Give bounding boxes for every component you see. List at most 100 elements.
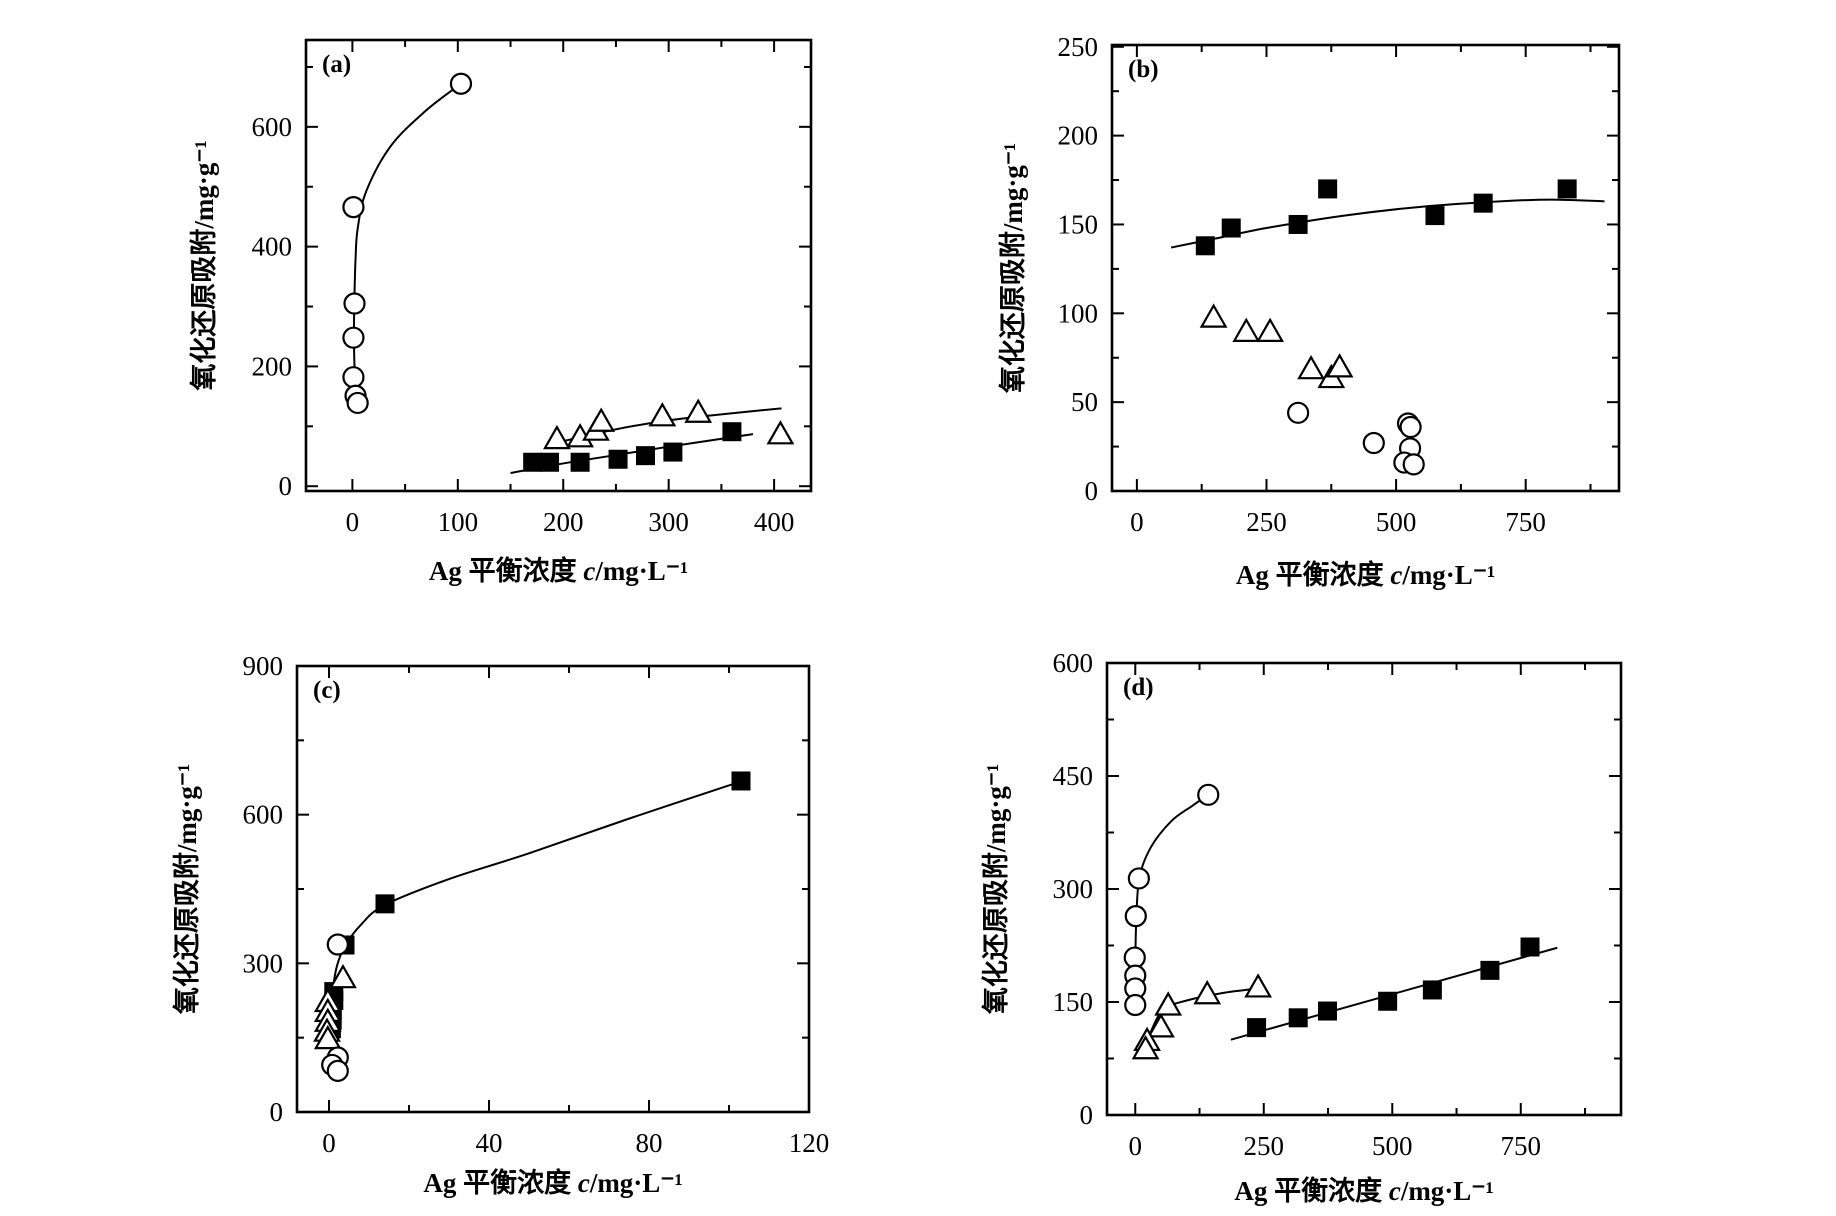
filled-square-point — [1288, 1008, 1308, 1028]
filled-square-point — [1247, 1018, 1267, 1038]
panel-label: (a) — [322, 51, 351, 78]
open-triangle-point — [587, 407, 616, 432]
x-axis-label: Ag 平衡浓度 c/mg·L⁻¹ — [429, 555, 688, 586]
open-circle-point — [342, 196, 365, 219]
open-triangle-point — [1193, 980, 1222, 1005]
series-triangle-open — [313, 963, 357, 1050]
y-tick-label: 300 — [243, 948, 284, 978]
x-axis-label-prefix: Ag 平衡浓度 — [429, 555, 584, 586]
series-circle-open — [1123, 783, 1220, 1017]
open-triangle-point — [329, 963, 357, 989]
x-axis-label: Ag 平衡浓度 c/mg·L⁻¹ — [1236, 559, 1495, 590]
open-triangle-point — [1154, 991, 1183, 1016]
open-triangle-point — [1232, 317, 1261, 342]
y-tick-label: 250 — [1058, 32, 1099, 62]
x-tick-label: 80 — [636, 1128, 663, 1158]
open-circle-point — [343, 292, 366, 315]
open-circle-point — [1124, 993, 1147, 1017]
chart-panel-a: 0 100 200 300 400 0 200 400 600 (a) Ag 平衡浓度 c/mg·L… — [189, 38, 813, 586]
filled-square-point — [1480, 960, 1500, 980]
open-triangle-point — [1199, 303, 1228, 328]
filled-square-point — [635, 446, 655, 466]
open-circle-point — [1197, 783, 1220, 806]
x-axis-label-unit: /mg·L⁻¹ — [594, 556, 688, 586]
chart-panel-b: 0 250 500 750 0 50 100 150 200 250 (b) Ag 平衡浓度 c/mg… — [998, 32, 1621, 590]
filled-square-point — [1425, 206, 1445, 226]
x-tick-label: 0 — [1130, 507, 1144, 537]
plot-frame — [1110, 43, 1621, 493]
y-tick-label: 0 — [270, 1097, 284, 1127]
y-axis-label: 氧化还原吸附/mg·g⁻¹ — [981, 764, 1011, 1015]
open-circle-point — [1287, 401, 1310, 424]
filled-square-point — [1422, 980, 1442, 1000]
filled-square-point — [523, 452, 543, 472]
filled-square-point — [1195, 236, 1215, 256]
open-circle-point — [1399, 415, 1422, 439]
series-triangle-open — [1199, 303, 1354, 389]
y-axis-label: 氧化还原吸附/mg·g⁻¹ — [998, 143, 1028, 394]
x-axis-label-prefix: Ag 平衡浓度 — [423, 1167, 578, 1198]
filled-square-point — [1318, 179, 1338, 199]
x-axis-label-variable: c — [578, 1168, 590, 1198]
series-triangle-open — [1131, 973, 1273, 1060]
x-axis-label-variable: c — [1390, 560, 1402, 590]
open-triangle-point — [313, 1024, 342, 1050]
filled-square-point — [663, 442, 683, 462]
open-triangle-point — [1297, 354, 1325, 380]
plot-frame — [295, 664, 811, 1114]
series-square-filled — [523, 422, 742, 472]
x-axis-label-variable: c — [583, 556, 595, 586]
open-triangle-point — [1147, 1013, 1175, 1038]
panel-label: (d) — [1123, 674, 1154, 701]
open-triangle-point — [543, 424, 571, 450]
y-axis-label: 氧化还原吸附/mg·g⁻¹ — [189, 140, 219, 391]
series-square-filled — [1195, 179, 1577, 256]
filled-square-point — [1318, 1001, 1338, 1021]
x-axis-label-unit: /mg·L⁻¹ — [589, 1168, 683, 1198]
x-axis-label: Ag 平衡浓度 c/mg·L⁻¹ — [423, 1167, 682, 1198]
plot-frame — [304, 38, 813, 493]
chart-panel-c: 0 40 80 120 0 300 600 900 (c) Ag 平衡浓度 c/mg·L⁻¹ 氧化还… — [172, 651, 829, 1198]
plot-frame — [1105, 661, 1623, 1117]
chart-panel-d: 0 250 500 750 0 150 300 450 600 (d) Ag 平衡浓度 c/mg·L… — [981, 648, 1623, 1206]
filled-square-point — [1520, 937, 1540, 957]
open-circle-point — [1124, 905, 1147, 928]
panel-label: (b) — [1128, 56, 1159, 83]
series-square-filled — [1247, 937, 1540, 1038]
y-tick-label: 150 — [1053, 987, 1094, 1017]
x-tick-label: 40 — [476, 1128, 503, 1158]
y-tick-label: 600 — [1053, 648, 1094, 678]
y-tick-label: 0 — [1080, 1100, 1094, 1130]
y-tick-label: 400 — [252, 232, 293, 262]
y-tick-label: 900 — [243, 651, 284, 681]
x-axis-label: Ag 平衡浓度 c/mg·L⁻¹ — [1234, 1175, 1493, 1206]
filled-square-point — [375, 894, 395, 914]
filled-square-point — [731, 771, 751, 791]
panel-label: (c) — [313, 677, 341, 704]
y-tick-label: 600 — [252, 112, 293, 142]
open-triangle-point — [766, 420, 795, 445]
series-circle-open — [1287, 401, 1425, 476]
y-tick-label: 300 — [1053, 874, 1094, 904]
filled-square-point — [1473, 193, 1493, 213]
y-tick-label: 0 — [279, 471, 293, 501]
x-tick-label: 0 — [322, 1128, 336, 1158]
filled-square-point — [570, 452, 590, 472]
y-axis-label: 氧化还原吸附/mg·g⁻¹ — [172, 764, 202, 1015]
x-tick-label: 750 — [1501, 1131, 1542, 1161]
x-tick-label: 250 — [1246, 507, 1287, 537]
filled-square-point — [1557, 179, 1577, 199]
open-circle-point — [1402, 453, 1425, 476]
open-circle-point — [346, 391, 369, 415]
x-axis-label-unit: /mg·L⁻¹ — [1400, 1176, 1494, 1206]
x-tick-label: 750 — [1505, 507, 1546, 537]
open-triangle-point — [1256, 317, 1285, 342]
x-tick-label: 0 — [346, 507, 360, 537]
open-circle-point — [326, 1059, 349, 1082]
y-tick-label: 0 — [1085, 476, 1099, 506]
open-circle-point — [449, 72, 473, 95]
open-circle-point — [1362, 431, 1385, 455]
open-circle-point — [1127, 867, 1150, 890]
x-tick-label: 500 — [1376, 507, 1417, 537]
